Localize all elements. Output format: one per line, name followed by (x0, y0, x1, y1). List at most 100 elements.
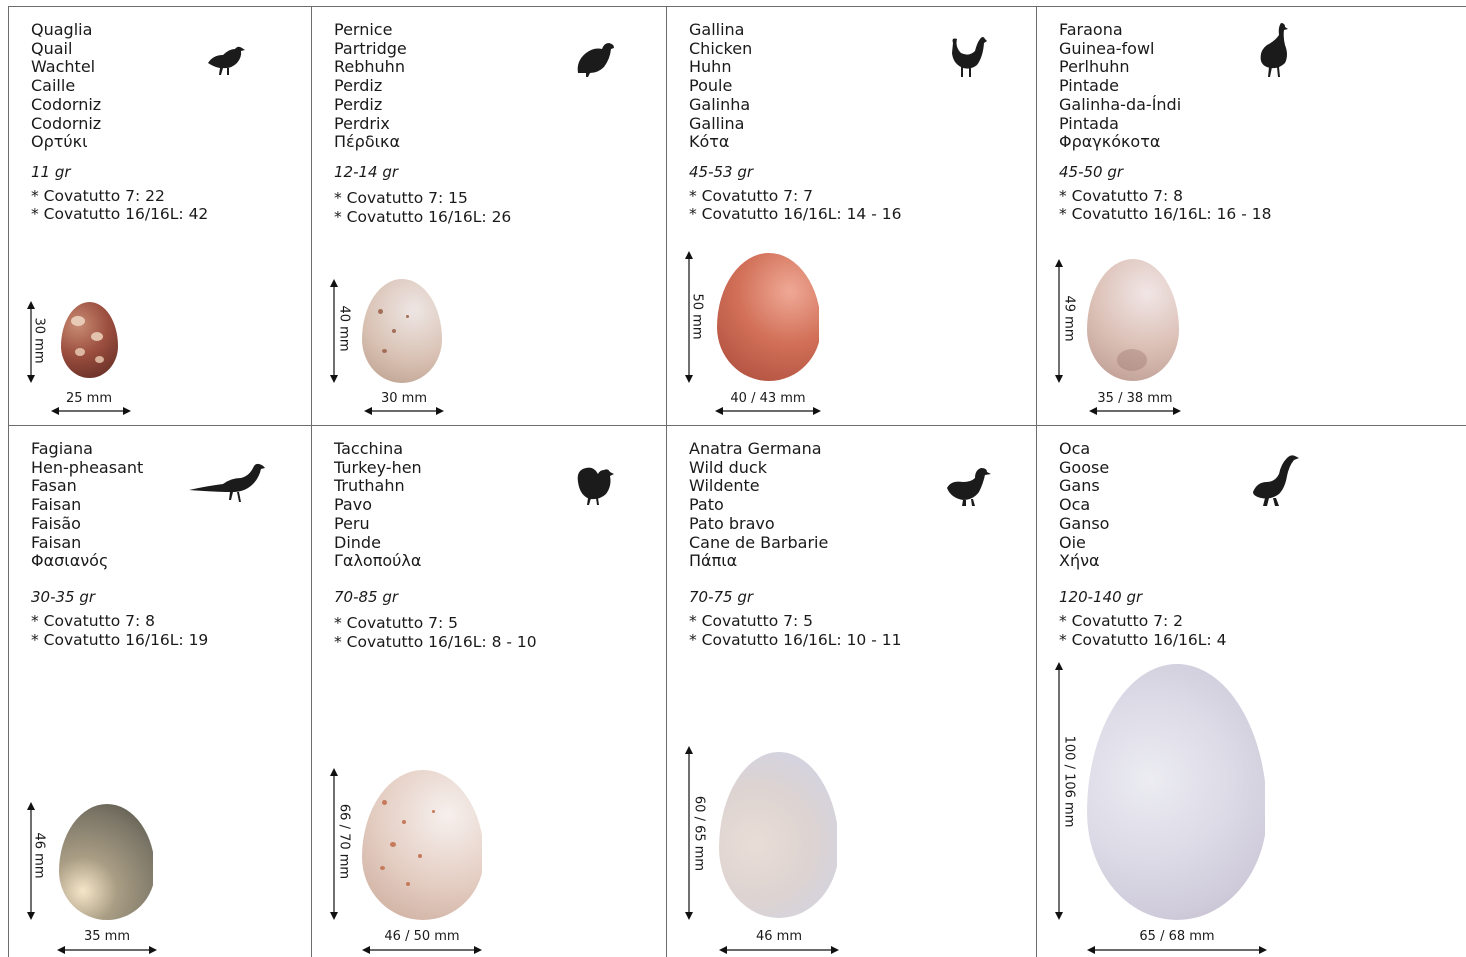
egg-image-edge (1265, 660, 1289, 924)
species-names: Fagiana Hen-pheasant Fasan Faisan Faisão… (31, 439, 144, 571)
species-name: Oca (1059, 439, 1091, 458)
egg-image (1087, 259, 1179, 381)
column-divider (311, 6, 312, 957)
species-name: Turkey-hen (334, 457, 422, 477)
egg-card-goose: Oca Goose Gans Oca Ganso Oie Χήνα 120-14… (1037, 426, 1466, 957)
species-name: Codorniz (31, 113, 102, 133)
egg-image (61, 302, 118, 378)
species-name: Γαλοπούλα (334, 551, 422, 571)
egg-height-label: 66 / 70 mm (336, 803, 352, 880)
egg-image-edge (837, 748, 857, 922)
egg-height-label: 46 mm (31, 832, 47, 879)
egg-height-label: 30 mm (31, 317, 47, 364)
species-name: Perlhuhn (1059, 57, 1130, 77)
species-name: Pernice (334, 20, 393, 39)
incubator-capacity-7: * Covatutto 7: 2 (1059, 612, 1183, 630)
incubator-capacity-7: * Covatutto 7: 15 (334, 189, 468, 207)
species-name: Gallina (689, 113, 745, 133)
incubator-capacity-7: * Covatutto 7: 7 (689, 187, 813, 205)
species-name: Quail (31, 38, 73, 58)
species-name: Κότα (689, 132, 730, 152)
egg-weight: 12-14 gr (334, 163, 399, 181)
species-name: Faisão (31, 513, 81, 533)
width-arrow (1087, 946, 1267, 954)
width-arrow (57, 946, 157, 954)
egg-image-edge (153, 802, 173, 922)
guinea-fowl-silhouette-icon (1260, 23, 1288, 77)
egg-width-label: 46 mm (755, 929, 802, 944)
width-arrow (51, 407, 131, 415)
quail-silhouette-icon (208, 46, 245, 75)
egg-card-quail: Quaglia Quail Wachtel Caille Codorniz Co… (9, 7, 311, 425)
egg-image (1087, 664, 1267, 920)
incubator-capacity-16: * Covatutto 16/16L: 10 - 11 (689, 631, 902, 649)
pheasant-silhouette-icon (189, 463, 265, 502)
top-border (8, 6, 1466, 7)
species-name: Galinha (689, 94, 751, 114)
species-name: Perdiz (334, 76, 383, 96)
species-name: Codorniz (31, 94, 102, 114)
incubator-capacity-16: * Covatutto 16/16L: 16 - 18 (1059, 205, 1272, 223)
egg-image (362, 279, 442, 383)
species-name: Pato bravo (689, 513, 775, 533)
species-name: Chicken (689, 38, 753, 58)
species-names: Anatra Germana Wild duck Wildente Pato P… (689, 439, 828, 571)
species-names: Faraona Guinea-fowl Perlhuhn Pintade Gal… (1059, 20, 1181, 152)
egg-image (59, 804, 155, 920)
species-name: Oca (1059, 495, 1091, 515)
egg-weight: 45-50 gr (1059, 163, 1124, 181)
incubator-capacity-7: * Covatutto 7: 22 (31, 187, 165, 205)
species-name: Ορτύκι (31, 132, 88, 152)
species-names: Pernice Partridge Rebhuhn Perdiz Perdiz … (334, 20, 407, 152)
height-arrow (1055, 662, 1063, 920)
column-divider (666, 6, 667, 957)
species-name: Faraona (1059, 20, 1123, 39)
egg-weight: 70-75 gr (689, 588, 754, 606)
egg-card-pheasant: Fagiana Hen-pheasant Fasan Faisan Faisão… (9, 426, 311, 957)
egg-width-label: 46 / 50 mm (384, 929, 460, 944)
incubator-capacity-16: * Covatutto 16/16L: 26 (334, 208, 512, 226)
species-name: Hen-pheasant (31, 457, 144, 477)
height-arrow (685, 251, 693, 383)
height-arrow (1055, 259, 1063, 383)
species-name: Peru (334, 513, 370, 533)
species-names: Quaglia Quail Wachtel Caille Codorniz Co… (31, 20, 102, 152)
species-name: Wachtel (31, 57, 96, 77)
incubator-capacity-16: * Covatutto 16/16L: 4 (1059, 631, 1227, 649)
egg-image (719, 752, 839, 918)
species-name: Guinea-fowl (1059, 38, 1155, 58)
row-divider (8, 425, 1466, 426)
egg-card-chicken: Gallina Chicken Huhn Poule Galinha Galli… (667, 7, 1036, 425)
incubator-capacity-7: * Covatutto 7: 8 (31, 612, 155, 630)
species-name: Πάπια (689, 551, 738, 571)
incubator-capacity-16: * Covatutto 16/16L: 8 - 10 (334, 633, 537, 651)
species-name: Gallina (689, 20, 745, 39)
species-name: Φασιανός (31, 551, 109, 571)
species-name: Truthahn (334, 476, 405, 496)
species-name: Anatra Germana (689, 439, 822, 458)
incubator-capacity-16: * Covatutto 16/16L: 14 - 16 (689, 205, 902, 223)
species-name: Quaglia (31, 20, 93, 39)
egg-weight: 11 gr (31, 163, 71, 181)
species-name: Wildente (689, 476, 760, 496)
egg-height-label: 100 / 106 mm (1061, 735, 1077, 828)
species-name: Partridge (334, 38, 407, 58)
egg-width-label: 65 / 68 mm (1139, 929, 1215, 944)
species-name: Faisan (31, 532, 82, 552)
height-arrow (685, 746, 693, 920)
species-name: Χήνα (1059, 551, 1100, 571)
species-name: Goose (1059, 457, 1110, 477)
egg-width-label: 35 mm (83, 929, 130, 944)
egg-width-label: 40 / 43 mm (730, 391, 806, 406)
species-name: Pavo (334, 495, 372, 515)
egg-image-edge (819, 251, 839, 385)
egg-weight: 120-140 gr (1059, 588, 1143, 606)
chicken-silhouette-icon (952, 37, 987, 77)
width-arrow (1089, 407, 1181, 415)
egg-width-label: 25 mm (65, 391, 112, 406)
incubator-capacity-16: * Covatutto 16/16L: 42 (31, 205, 209, 223)
egg-width-label: 30 mm (380, 391, 427, 406)
egg-weight: 30-35 gr (31, 588, 96, 606)
column-divider (1036, 6, 1037, 957)
species-name: Pintada (1059, 113, 1119, 133)
